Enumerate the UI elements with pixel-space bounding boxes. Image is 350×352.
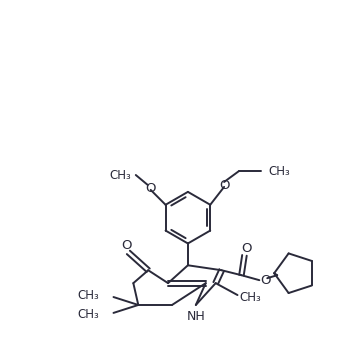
Text: CH₃: CH₃ <box>239 290 261 303</box>
Text: NH: NH <box>187 310 205 323</box>
Text: O: O <box>219 180 229 193</box>
Text: O: O <box>146 182 156 195</box>
Text: CH₃: CH₃ <box>78 308 100 321</box>
Text: O: O <box>121 239 132 252</box>
Text: CH₃: CH₃ <box>78 289 100 302</box>
Text: O: O <box>260 274 271 287</box>
Text: O: O <box>241 242 252 255</box>
Text: CH₃: CH₃ <box>269 164 290 177</box>
Text: CH₃: CH₃ <box>109 169 131 182</box>
